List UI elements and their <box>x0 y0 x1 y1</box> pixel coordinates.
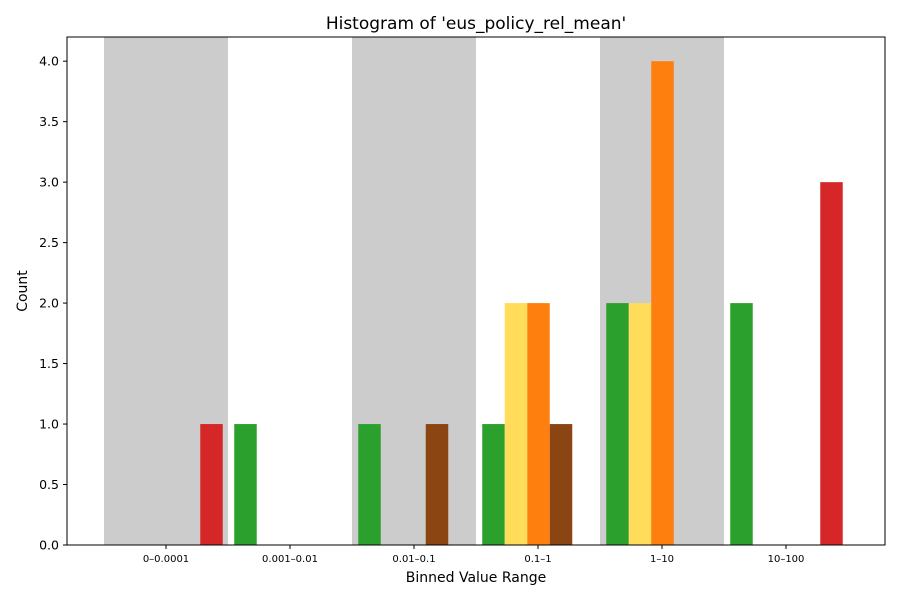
shaded-bands <box>104 37 724 545</box>
bar <box>730 303 753 545</box>
y-tick-label: 2.0 <box>39 296 59 311</box>
bar <box>358 424 381 545</box>
bar <box>820 182 843 545</box>
x-axis: 0–0.0001 0.001–0.01 0.01–0.1 0.1–1 1–10 10–10… <box>143 545 805 565</box>
y-tick-label: 3.0 <box>39 175 59 190</box>
bars <box>200 61 843 545</box>
x-tick-label: 1–10 <box>650 554 674 565</box>
y-tick-label: 1.5 <box>39 356 59 371</box>
chart-title: Histogram of 'eus_policy_rel_mean' <box>326 14 626 34</box>
y-tick-label: 2.5 <box>39 235 59 250</box>
x-tick-label: 10–100 <box>768 554 805 565</box>
y-tick-label: 1.0 <box>39 417 59 432</box>
bar <box>549 424 573 545</box>
y-axis-label: Count <box>15 270 31 312</box>
x-tick-label: 0.01–0.1 <box>392 554 435 565</box>
x-tick-label: 0.001–0.01 <box>262 554 318 565</box>
y-tick-label: 3.5 <box>39 114 59 129</box>
bar <box>504 303 528 545</box>
bar <box>200 424 223 545</box>
bar <box>482 424 505 545</box>
y-axis: 0.0 0.5 1.0 1.5 2.0 2.5 3.0 3.5 4.0 <box>39 54 67 553</box>
y-tick-label: 4.0 <box>39 54 59 69</box>
plot-frame <box>66 36 886 546</box>
y-tick-label: 0.0 <box>39 538 59 553</box>
bar <box>234 424 257 545</box>
x-tick-label: 0.1–1 <box>524 554 551 565</box>
bar <box>606 303 629 545</box>
bar <box>651 61 674 545</box>
bar <box>425 424 449 545</box>
x-tick-label: 0–0.0001 <box>143 554 189 565</box>
bar <box>628 303 652 545</box>
y-tick-label: 0.5 <box>39 477 59 492</box>
bar <box>527 303 550 545</box>
x-axis-label: Binned Value Range <box>406 570 546 586</box>
